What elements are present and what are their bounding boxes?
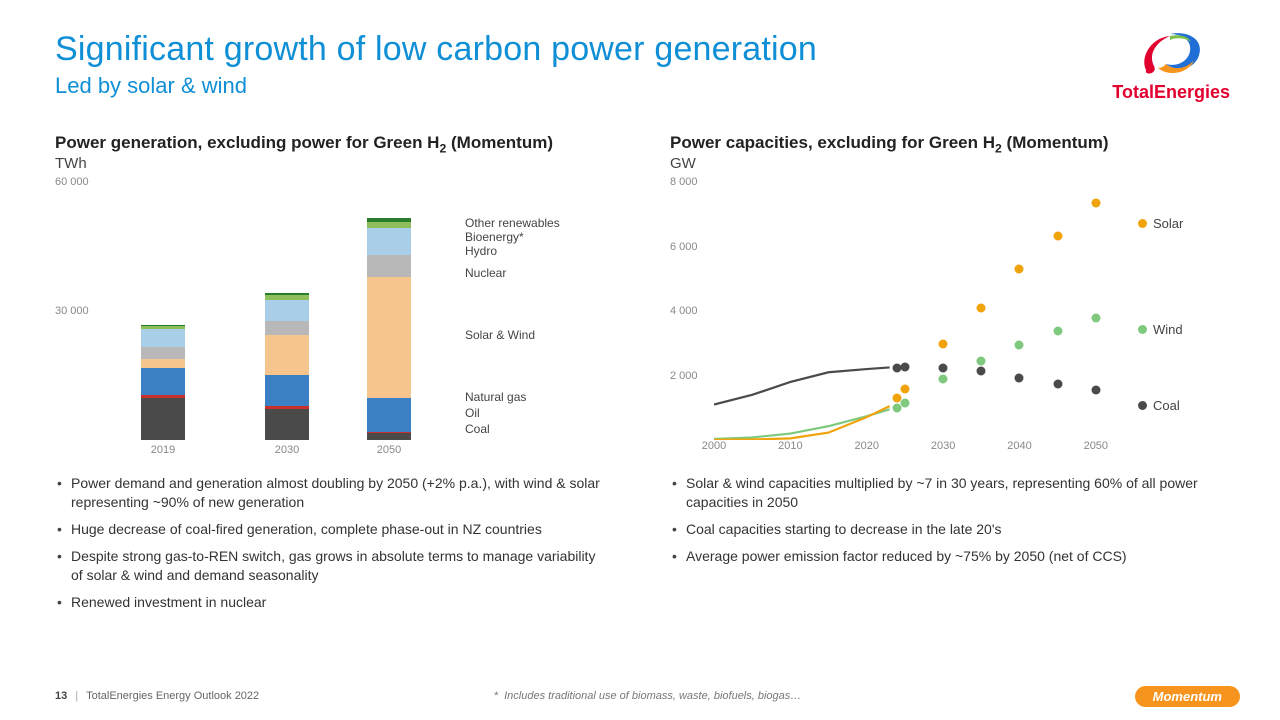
right-ytick: 2 000	[670, 370, 698, 382]
left-xtick: 2030	[275, 444, 299, 456]
totalenergies-icon	[1136, 28, 1206, 80]
bullet-left-item: Power demand and generation almost doubl…	[55, 474, 610, 512]
seg-coal	[367, 433, 411, 440]
point-solar	[977, 304, 986, 313]
right-chart: Power capacities, excluding for Green H2…	[670, 133, 1225, 452]
point-solar	[900, 384, 909, 393]
brand-logo: TotalEnergies	[1112, 28, 1230, 103]
brand-name: TotalEnergies	[1112, 82, 1230, 103]
page-number: 13	[55, 690, 67, 702]
point-coal	[1091, 386, 1100, 395]
bar-2030	[265, 293, 309, 440]
scenario-badge: Momentum	[1135, 686, 1240, 707]
left-legend-item: Other renewables	[465, 216, 560, 230]
right-ytick: 8 000	[670, 176, 698, 188]
point-coal	[1015, 373, 1024, 382]
point-coal	[977, 367, 986, 376]
left-legend-item: Natural gas	[465, 390, 526, 404]
footnote: * Includes traditional use of biomass, w…	[494, 690, 802, 702]
seg-natural_gas	[265, 375, 309, 407]
point-wind	[977, 357, 986, 366]
point-solar	[1015, 265, 1024, 274]
left-chart: Power generation, excluding power for Gr…	[55, 133, 610, 452]
bullets-left: Power demand and generation almost doubl…	[55, 474, 610, 619]
bullet-right-item: Solar & wind capacities multiplied by ~7…	[670, 474, 1225, 512]
bullet-left-item: Renewed investment in nuclear	[55, 593, 610, 612]
right-chart-title: Power capacities, excluding for Green H2…	[670, 133, 1225, 155]
right-legend-item: Solar	[1138, 216, 1183, 231]
left-legend-item: Coal	[465, 422, 490, 436]
bullet-section: Power demand and generation almost doubl…	[55, 474, 1225, 619]
right-xtick: 2030	[931, 440, 955, 452]
seg-natural_gas	[367, 398, 411, 432]
left-legend-item: Oil	[465, 406, 480, 420]
bullet-left-item: Huge decrease of coal-fired generation, …	[55, 520, 610, 539]
left-legend-item: Hydro	[465, 244, 497, 258]
right-ytick: 4 000	[670, 305, 698, 317]
left-xtick: 2019	[151, 444, 175, 456]
right-legend-item: Wind	[1138, 322, 1183, 337]
right-xtick: 2000	[702, 440, 726, 452]
right-xtick: 2020	[854, 440, 878, 452]
seg-nuclear	[367, 255, 411, 277]
left-ytick: 30 000	[55, 305, 89, 317]
left-legend-item: Nuclear	[465, 266, 506, 280]
slide-title: Significant growth of low carbon power g…	[55, 30, 1225, 69]
right-xtick: 2050	[1084, 440, 1108, 452]
left-chart-unit: TWh	[55, 155, 610, 172]
point-coal	[900, 362, 909, 371]
left-ytick: 60 000	[55, 176, 89, 188]
footer-source: TotalEnergies Energy Outlook 2022	[86, 690, 259, 702]
point-solar	[893, 394, 902, 403]
point-wind	[1053, 326, 1062, 335]
seg-coal	[265, 409, 309, 440]
bullets-right: Solar & wind capacities multiplied by ~7…	[670, 474, 1225, 619]
seg-natural_gas	[141, 368, 185, 395]
bullet-right-item: Coal capacities starting to decrease in …	[670, 520, 1225, 539]
seg-solar_wind	[265, 335, 309, 375]
right-legend-item: Coal	[1138, 398, 1180, 413]
slide-subtitle: Led by solar & wind	[55, 73, 1225, 99]
point-wind	[900, 399, 909, 408]
history-lines	[714, 182, 1134, 440]
point-coal	[1053, 379, 1062, 388]
left-legend-item: Solar & Wind	[465, 328, 535, 342]
seg-hydro	[141, 329, 185, 347]
point-wind	[939, 375, 948, 384]
seg-hydro	[367, 228, 411, 255]
point-solar	[1053, 231, 1062, 240]
left-xtick: 2050	[377, 444, 401, 456]
seg-hydro	[265, 300, 309, 322]
seg-coal	[141, 398, 185, 440]
footer: 13 | TotalEnergies Energy Outlook 2022 *…	[55, 690, 1240, 702]
point-solar	[1091, 199, 1100, 208]
point-wind	[1015, 341, 1024, 350]
bar-2019	[141, 325, 185, 441]
left-legend-item: Bioenergy*	[465, 230, 524, 244]
seg-nuclear	[141, 347, 185, 359]
seg-solar_wind	[141, 359, 185, 368]
point-coal	[939, 363, 948, 372]
left-chart-title: Power generation, excluding power for Gr…	[55, 133, 610, 155]
bar-2050	[367, 218, 411, 440]
right-xtick: 2010	[778, 440, 802, 452]
seg-solar_wind	[367, 277, 411, 397]
right-ytick: 6 000	[670, 241, 698, 253]
right-xtick: 2040	[1007, 440, 1031, 452]
point-wind	[1091, 313, 1100, 322]
bullet-right-item: Average power emission factor reduced by…	[670, 547, 1225, 566]
point-solar	[939, 339, 948, 348]
seg-nuclear	[265, 321, 309, 335]
right-chart-unit: GW	[670, 155, 1225, 172]
bullet-left-item: Despite strong gas-to-REN switch, gas gr…	[55, 547, 610, 585]
